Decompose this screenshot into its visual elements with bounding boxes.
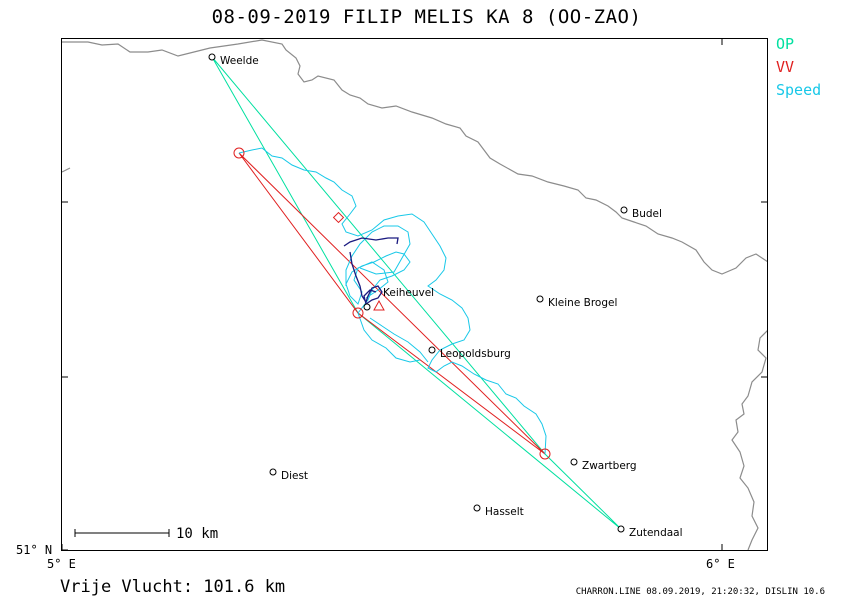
place-zutendaal-label: Zutendaal	[629, 527, 683, 539]
scale-bar	[74, 529, 170, 537]
lon-left-label: 5° E	[47, 557, 76, 571]
start-marker	[332, 211, 345, 224]
place-leopoldsburg-label: Leopoldsburg	[440, 348, 511, 360]
place-markers: Weelde Budel Keiheuvel Kleine Brogel Leopold…	[208, 53, 683, 539]
distance-summary: Vrije Vlucht: 101.6 km	[60, 577, 286, 597]
credits-line: CHARRON.LINE 08.09.2019, 21:20:32, DISLI…	[575, 587, 825, 597]
place-keiheuvel-label: Keiheuvel	[383, 287, 434, 299]
flight-track	[238, 147, 547, 455]
border-stub	[62, 167, 71, 173]
map-frame	[61, 38, 768, 551]
border-east-maas	[731, 330, 767, 550]
legend-vv: VV	[776, 58, 795, 76]
tp-marker	[233, 147, 245, 159]
place-leopoldsburg-icon	[428, 346, 436, 354]
border-nl-be-upper	[62, 39, 767, 275]
place-diest-icon	[269, 468, 277, 476]
place-zutendaal-icon	[617, 525, 625, 533]
place-zwartberg-label: Zwartberg	[582, 460, 637, 472]
place-diest-label: Diest	[281, 470, 308, 482]
scale-bar-label: 10 km	[176, 526, 218, 542]
page-title: 08-09-2019 FILIP MELIS KA 8 (OO-ZAO)	[211, 6, 642, 28]
legend-speed: Speed	[776, 81, 822, 99]
place-weelde-label: Weelde	[220, 55, 259, 67]
place-weelde-icon	[208, 53, 216, 61]
place-keiheuvel-icon	[363, 303, 371, 311]
lon-right-label: 6° E	[706, 557, 735, 571]
legend-op: OP	[776, 35, 795, 53]
place-budel-label: Budel	[632, 208, 662, 220]
tp-marker	[539, 448, 551, 460]
vv-task-line	[238, 152, 546, 455]
place-kleine-brogel-icon	[536, 295, 544, 303]
climb-track	[343, 237, 399, 306]
tp-marker	[352, 307, 364, 319]
place-budel-icon	[620, 206, 628, 214]
place-hasselt-label: Hasselt	[485, 506, 524, 518]
place-kleine-brogel-label: Kleine Brogel	[548, 297, 617, 309]
place-hasselt-icon	[473, 504, 481, 512]
finish-marker	[373, 299, 385, 311]
place-zwartberg-icon	[570, 458, 578, 466]
lat-label: 51° N	[16, 543, 53, 557]
axis-ticks	[61, 39, 767, 551]
